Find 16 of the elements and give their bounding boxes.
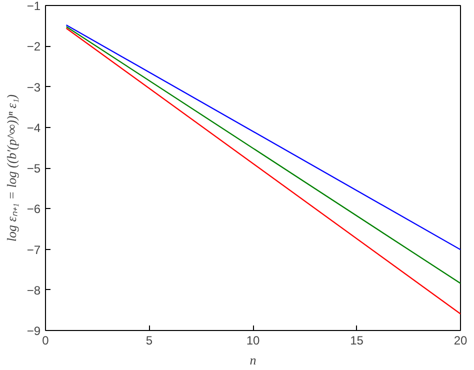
y-tick-label: −5 [26,162,41,176]
x-tick-label: 20 [454,334,468,348]
y-tick-label: −4 [26,120,41,135]
y-tick-label: −8 [26,283,41,298]
y-tick-label: −9 [26,324,41,338]
y-tick-label: −3 [26,80,41,94]
x-tick-label: 5 [146,334,153,348]
x-tick-label: 10 [246,334,260,348]
y-tick-label: −6 [26,202,41,216]
y-tick-label: −1 [26,0,41,13]
y-tick-label: −2 [26,40,41,54]
y-tick-label: −7 [26,242,41,257]
y-axis-title: log εₙ₊₁ = log ((b′(p^∞))ⁿ ε₁) [4,94,19,242]
x-tick-label: 0 [42,334,50,348]
x-tick-label: 15 [350,334,364,348]
x-axis-title: n [250,352,256,368]
